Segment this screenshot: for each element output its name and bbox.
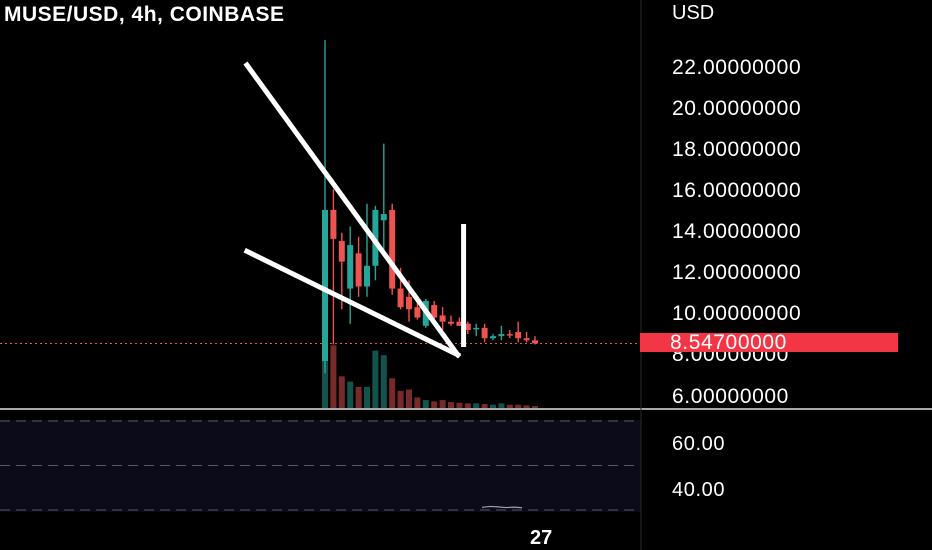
candle-body — [330, 209, 337, 239]
volume-bar — [464, 403, 471, 408]
candle-body — [355, 253, 362, 287]
candle-body — [439, 315, 446, 322]
volume-bar — [523, 405, 530, 408]
price-tick: 20.00000000 — [672, 97, 802, 120]
candle-body — [464, 323, 471, 330]
trendline — [243, 61, 462, 359]
volume-bar — [347, 381, 354, 408]
volume-bar — [473, 403, 480, 408]
rsi-tick: 40.00 — [672, 479, 726, 501]
rsi-line — [481, 505, 523, 509]
candle-body — [490, 336, 496, 339]
candle-body — [338, 240, 345, 262]
volume-bar — [448, 402, 454, 408]
volume-bar — [380, 355, 387, 408]
volume-bars — [322, 345, 538, 408]
candle-body — [456, 321, 463, 326]
trendline-drawings[interactable] — [243, 61, 467, 359]
volume-bar — [456, 402, 463, 408]
volume-bar — [431, 401, 438, 408]
candle-body — [389, 209, 396, 289]
volume-bar — [439, 400, 446, 408]
volume-bar — [389, 378, 396, 408]
candle-body — [380, 214, 387, 221]
price-tick: 22.00000000 — [672, 56, 802, 79]
candle-body — [364, 265, 370, 287]
candle-body — [347, 245, 354, 289]
volume-bar — [406, 389, 412, 408]
volume-bar — [364, 386, 370, 408]
candles — [322, 40, 538, 374]
candle-body — [431, 305, 438, 318]
volume-bar — [515, 404, 522, 408]
price-tick: 6.00000000 — [672, 385, 789, 408]
volume-bar — [322, 346, 328, 408]
price-tick: 12.00000000 — [672, 261, 802, 284]
candle-body — [473, 327, 480, 330]
volume-bar — [422, 400, 429, 408]
last-price-badge: 8.54700000 — [640, 332, 898, 353]
volume-bar — [397, 390, 404, 408]
candle-body — [397, 288, 404, 308]
candle-body — [406, 296, 412, 310]
rsi-line-path — [481, 505, 523, 509]
volume-bar — [355, 386, 362, 408]
price-tick: 16.00000000 — [672, 179, 802, 202]
volume-bar — [490, 404, 496, 408]
volume-bar — [498, 403, 505, 408]
candle-body — [498, 334, 505, 337]
candle-body — [414, 307, 421, 318]
volume-bar — [481, 404, 488, 408]
price-tick: 14.00000000 — [672, 220, 802, 243]
candle-body — [532, 340, 538, 344]
candle-body — [523, 338, 530, 341]
price-axis-unit: USD — [672, 2, 715, 24]
volume-bar — [338, 376, 345, 408]
volume-bar — [372, 350, 379, 408]
volume-bar — [532, 406, 538, 408]
candle-body — [506, 334, 513, 336]
candle-body — [448, 321, 454, 324]
trendline — [243, 247, 462, 359]
rsi-levels — [0, 420, 640, 511]
volume-bar — [506, 404, 513, 408]
price-tick: 10.00000000 — [672, 302, 802, 325]
candle-body — [481, 327, 488, 339]
volume-bar — [414, 397, 421, 408]
time-axis-label: 27 — [530, 527, 553, 549]
chart-title: MUSE/USD, 4h, COINBASE — [4, 3, 285, 26]
volume-bar — [330, 345, 337, 408]
rsi-tick: 60.00 — [672, 433, 726, 455]
candle-body — [515, 332, 522, 339]
price-tick: 18.00000000 — [672, 138, 802, 161]
candle-body — [322, 209, 328, 362]
